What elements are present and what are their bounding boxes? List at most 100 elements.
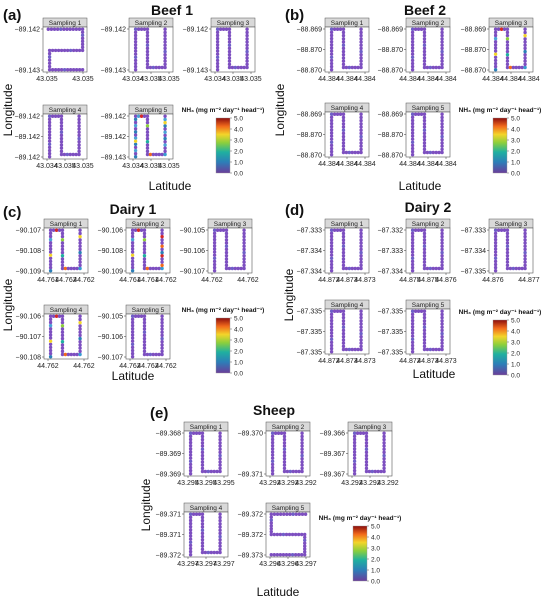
data-point [341,43,346,47]
data-point [281,532,286,537]
data-point [160,343,164,347]
data-point [51,228,56,232]
data-point [78,241,82,245]
data-point [145,352,150,357]
data-point [62,48,67,53]
data-point [272,512,277,516]
x-tick-label: 43.035 [222,76,244,83]
data-point [215,52,220,56]
data-point [80,39,85,44]
data-point [163,65,167,70]
data-point [218,447,222,451]
data-point [157,152,161,157]
data-point [493,241,498,245]
y-tick-label: −90.107 [16,227,42,234]
data-point [523,254,527,258]
data-point [422,49,427,54]
data-point [422,138,427,142]
data-point [410,43,415,47]
data-point [133,120,138,125]
x-tick-label: 44.875 [417,277,439,284]
data-point [352,440,357,445]
data-point [341,49,346,54]
data-point [130,317,135,322]
data-point [203,550,208,555]
data-point [281,553,286,557]
data-point [59,127,64,131]
data-point [139,114,144,118]
data-point [142,317,147,322]
data-point [233,65,238,70]
data-point [227,40,232,44]
data-point [282,457,287,461]
x-tick-label: 44.384 [518,76,540,83]
data-point [344,347,349,352]
data-point [59,140,64,144]
data-point [145,117,150,122]
data-point [224,228,229,232]
data-point [341,147,346,152]
y-tick-label: −89.368 [156,430,182,437]
x-tick-label: 44.384 [417,161,439,168]
data-point [130,265,135,270]
data-point [300,437,304,442]
data-point [47,123,52,128]
data-point [523,59,527,63]
y-tick-label: −90.107 [98,354,124,361]
subplot-3: Sampling 3−89.142−89.14343.03443.03543.0… [183,17,262,83]
data-point [523,33,527,38]
panel-label: (a) [3,7,21,24]
data-point [508,65,513,70]
data-point [130,231,135,236]
data-point [410,64,415,69]
x-tick-label: 43.035 [240,76,262,83]
data-point [215,55,220,59]
data-point [133,27,138,31]
data-point [78,324,82,328]
data-point [78,254,82,258]
data-point [341,234,346,239]
data-point [78,317,82,322]
data-point [59,130,64,134]
data-point [499,228,504,232]
data-point [382,434,386,439]
data-point [353,266,357,271]
data-point [133,127,138,131]
data-point [77,136,81,141]
data-point [335,228,340,232]
data-point [352,465,357,470]
data-point [300,444,304,448]
y-tick-label: −90.109 [16,268,42,275]
data-point [428,65,433,70]
data-point [341,254,346,258]
data-point [145,56,150,60]
chart-panel-0: (a) Beef 1 Longitude Latitude Sampling 1 −89.… [1,2,264,193]
data-point [341,65,346,70]
data-point [160,330,164,334]
data-point [270,456,275,460]
data-point [505,241,510,245]
data-point [329,36,334,41]
data-point [142,114,147,118]
data-point [422,125,427,129]
x-tick-label: 44.384 [435,76,457,83]
data-point [142,241,147,245]
data-point [200,434,205,439]
data-point [65,152,70,157]
data-point [364,437,369,442]
data-point [227,53,232,57]
data-point [353,150,357,155]
x-tick-label: 44.761 [37,277,59,284]
strip-label: Sampling 3 [495,20,528,27]
panel-label: (e) [150,405,168,422]
data-point [422,46,427,51]
data-point [218,531,222,536]
data-point [59,120,64,125]
data-point [200,460,205,464]
data-point [359,27,363,31]
data-point [48,351,53,356]
y-tick-label: −89.366 [320,430,346,437]
data-point [422,65,427,70]
x-tick-label: 44.762 [137,363,159,370]
data-point [54,314,59,318]
